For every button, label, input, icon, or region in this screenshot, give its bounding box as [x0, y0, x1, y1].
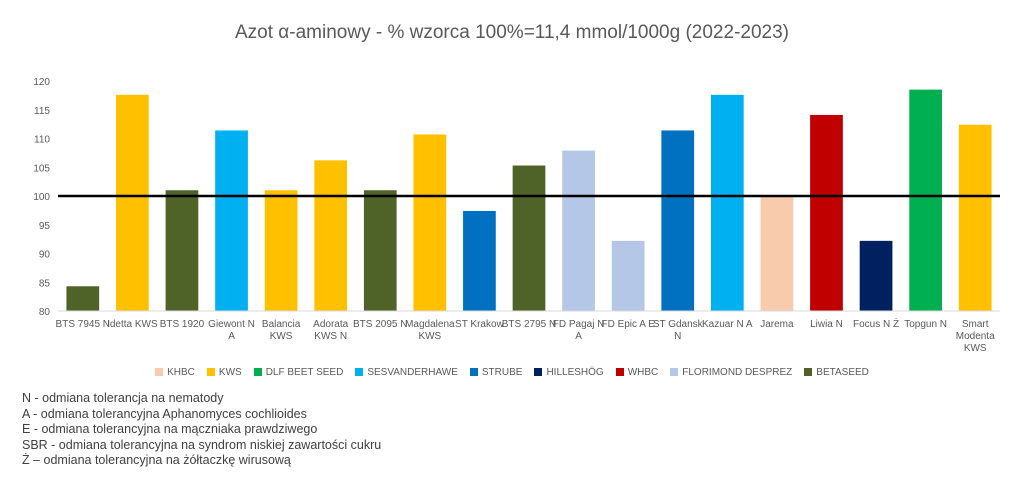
x-tick-label: ST Gdansk — [653, 319, 704, 330]
bar — [116, 94, 149, 311]
legend-label: STRUBE — [481, 367, 523, 378]
legend-swatch — [670, 368, 679, 376]
y-tick-label: 115 — [34, 106, 50, 117]
x-tick-label: KWS N — [314, 331, 347, 342]
bars — [66, 89, 992, 311]
x-tick-label: ST Krakow — [455, 319, 504, 330]
legend-label: WHBC — [627, 367, 659, 378]
footnotes: N - odmiana tolerancja na nematody A - o… — [22, 391, 381, 469]
x-tick-label: BTS 1920 — [160, 319, 205, 330]
footnote-e: E - odmiana tolerancyjna na mączniaka pr… — [22, 422, 318, 437]
x-tick-label: KWS — [964, 343, 987, 354]
x-tick-label: Jarema — [760, 319, 794, 330]
y-axis: 80 85 90 95 100 105 110 115 120 — [33, 77, 50, 318]
x-tick-label: Magdalena — [405, 319, 455, 330]
chart-title: Azot α-aminowy - % wzorca 100%=11,4 mmol… — [235, 22, 789, 43]
y-tick-label: 100 — [33, 192, 50, 203]
legend-item: KWS — [206, 367, 242, 378]
x-tick-label: BTS 7945 N — [56, 319, 110, 330]
legend-label: KWS — [218, 367, 242, 378]
legend-label: SESVANDERHAWE — [367, 367, 458, 378]
x-tick-label: Focus N Ż — [853, 317, 899, 330]
y-tick-label: 80 — [39, 307, 51, 318]
legend-label: FLORIMOND DESPREZ — [682, 367, 793, 378]
bar — [215, 130, 248, 311]
legend-swatch — [534, 368, 543, 376]
legend-label: KHBC — [167, 367, 195, 378]
bar — [66, 286, 100, 311]
bar — [611, 240, 645, 311]
bar — [810, 114, 843, 311]
x-tick-label: A — [575, 331, 582, 342]
legend-swatch — [253, 368, 262, 376]
legend-item: KHBC — [155, 367, 195, 378]
x-tick-label: Kazuar N A — [702, 319, 753, 330]
legend-swatch — [355, 368, 364, 376]
y-tick-label: 120 — [33, 77, 50, 88]
legend-item: DLF BEET SEED — [253, 367, 344, 378]
bar — [909, 89, 942, 311]
legend: KHBC KWS DLF BEET SEED SESVANDERHAWE STRUBE H… — [0, 367, 1024, 378]
footnote-a: A - odmiana tolerancyjna Aphanomyces coc… — [22, 406, 307, 421]
x-tick-label: Topgun N — [904, 319, 947, 330]
x-tick-label: Liwia N — [810, 319, 843, 330]
y-tick-label: 110 — [34, 135, 50, 146]
x-tick-label: Adorata — [313, 319, 348, 330]
bar — [165, 190, 199, 311]
bar — [859, 240, 893, 311]
bar — [314, 160, 348, 311]
legend-item: HILLESHÖG — [534, 367, 604, 378]
x-tick-label: Giewont N — [208, 319, 255, 330]
bar — [760, 196, 794, 311]
footnote-z: Ż – odmiana tolerancyjna na żółtaczkę wi… — [22, 453, 291, 468]
y-tick-label: 105 — [33, 163, 50, 174]
y-tick-label: 85 — [39, 278, 51, 289]
legend-item: FLORIMOND DESPREZ — [670, 367, 792, 378]
x-tick-label: BTS 2795 N — [502, 319, 556, 330]
x-tick-label: Smart — [962, 319, 989, 330]
bar — [710, 94, 744, 311]
legend-label: DLF BEET SEED — [265, 367, 344, 378]
x-tick-label: A — [228, 331, 235, 342]
bar — [363, 190, 397, 311]
x-tick-label: Balancia — [262, 319, 301, 330]
bar — [562, 150, 595, 311]
legend-swatch — [469, 368, 478, 376]
legend-item: BETASEED — [804, 367, 869, 378]
bar — [413, 134, 447, 311]
legend-label: BETASEED — [816, 367, 869, 378]
x-tick-label: KWS — [418, 331, 441, 342]
bar — [958, 124, 992, 311]
legend-item: STRUBE — [469, 367, 523, 378]
x-tick-label: Idetta KWS — [107, 319, 158, 330]
bar — [661, 130, 695, 311]
bar — [512, 165, 546, 311]
x-tick-label: Modenta — [956, 331, 995, 342]
legend-swatch — [615, 368, 624, 376]
x-tick-label: BTS 2095 N — [353, 319, 407, 330]
legend-item: SESVANDERHAWE — [355, 367, 458, 378]
bar — [264, 190, 298, 311]
legend-label: HILLESHÖG — [546, 367, 604, 378]
footnote-n: N - odmiana tolerancja na nematody — [22, 391, 224, 405]
legend-swatch — [804, 368, 813, 376]
y-tick-label: 95 — [39, 221, 51, 232]
y-tick-label: 90 — [39, 250, 51, 261]
bar-chart: 80 85 90 95 100 105 110 115 120 BTS 7945 NIdetta… — [33, 77, 1000, 354]
footnote-sbr: SBR - odmiana tolerancyjna na syndrom ni… — [22, 437, 382, 452]
x-tick-label: KWS — [270, 331, 293, 342]
x-tick-label: N — [674, 331, 681, 342]
bar — [463, 210, 496, 311]
x-tick-label: FD Pagaj N — [553, 319, 605, 330]
legend-item: WHBC — [615, 367, 659, 378]
legend-swatch — [155, 368, 164, 376]
x-tick-label: FD Epic A E — [601, 319, 655, 330]
legend-swatch — [206, 368, 215, 376]
